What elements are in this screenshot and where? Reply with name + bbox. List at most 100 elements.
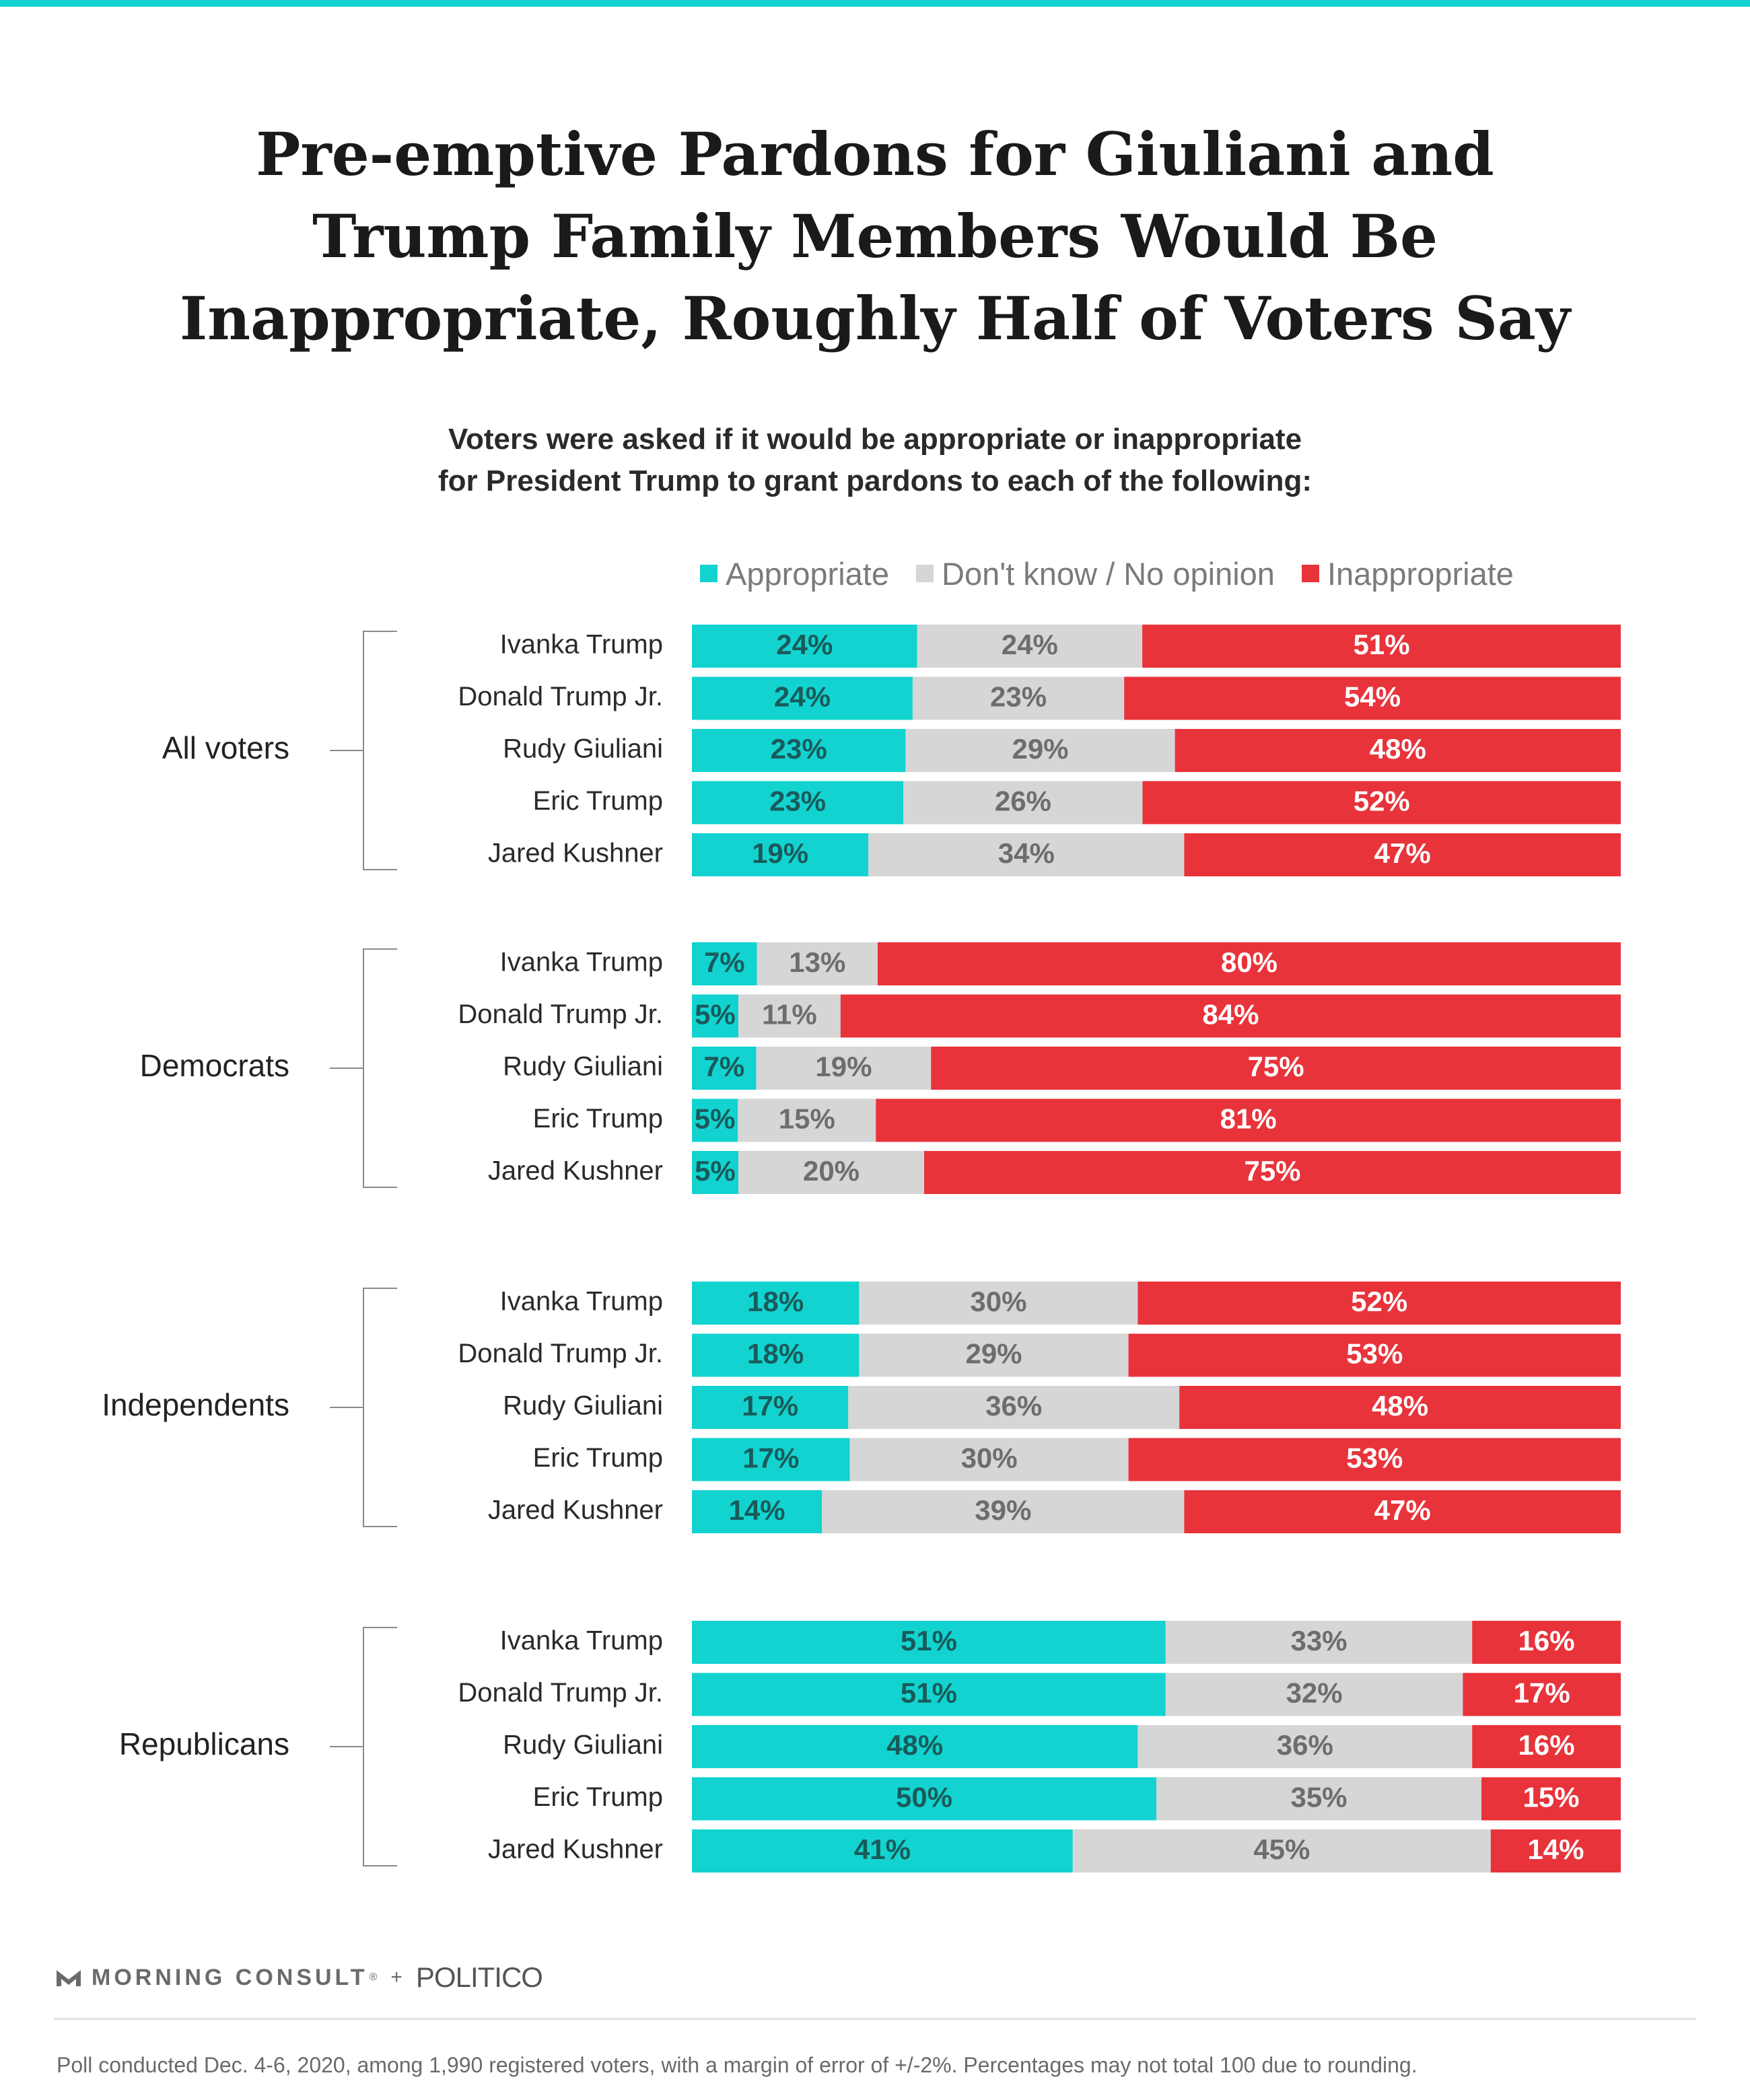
- data-label: 20%: [803, 1155, 860, 1187]
- footer-divider: [54, 2018, 1696, 2020]
- data-label: 75%: [1244, 1155, 1300, 1187]
- morning-consult-logo-icon: [57, 1970, 81, 1986]
- row-label: Donald Trump Jr.: [458, 1339, 663, 1368]
- data-label: 17%: [742, 1442, 799, 1474]
- chart-title: Pre-emptive Pardons for Giuliani and Tru…: [135, 113, 1615, 359]
- data-label: 32%: [1286, 1677, 1343, 1709]
- legend-swatch-appropriate: [700, 565, 718, 582]
- bar-segment-appropriate: [692, 1490, 823, 1533]
- bar-segment-appropriate: [692, 942, 757, 985]
- data-label: 30%: [970, 1286, 1026, 1317]
- bar-segment-appropriate: [692, 1829, 1073, 1873]
- bar-segment-dont-know: [848, 1386, 1180, 1429]
- morning-consult-wordmark: MORNING CONSULT: [92, 1964, 368, 1990]
- data-label: 16%: [1518, 1729, 1575, 1761]
- data-label: 53%: [1346, 1338, 1403, 1370]
- subtitle-line: Voters were asked if it would be appropr…: [448, 423, 1302, 456]
- data-label: 36%: [1277, 1729, 1333, 1761]
- bar-segment-dont-know: [849, 1438, 1129, 1481]
- data-label: 11%: [762, 999, 817, 1030]
- bar-segment-inappropriate: [1490, 1829, 1621, 1873]
- data-label: 24%: [774, 681, 831, 713]
- group-label: Republicans: [119, 1726, 289, 1761]
- group-bracket: [330, 948, 397, 1188]
- bar-segment-dont-know: [905, 729, 1175, 772]
- bar-segment-appropriate: [692, 994, 738, 1038]
- top-accent-bar: [0, 0, 1750, 7]
- bar-segment-inappropriate: [1142, 625, 1621, 668]
- bar-segment-dont-know: [738, 1098, 876, 1142]
- data-label: 48%: [1370, 733, 1426, 765]
- title-line: Pre-emptive Pardons for Giuliani and: [256, 119, 1494, 189]
- row-label: Rudy Giuliani: [503, 1730, 663, 1760]
- row-label: Rudy Giuliani: [503, 1391, 663, 1421]
- row-label: Jared Kushner: [488, 1496, 663, 1525]
- bar-segment-appropriate: [692, 1386, 849, 1429]
- bar-segment-dont-know: [756, 1047, 932, 1090]
- bar-segment-inappropriate: [1128, 1438, 1621, 1481]
- data-label: 7%: [704, 946, 745, 978]
- bar-segment-inappropriate: [840, 994, 1621, 1038]
- chart-legend: Appropriate Don't know / No opinion Inap…: [700, 553, 1541, 594]
- row-label: Eric Trump: [533, 1443, 663, 1473]
- data-label: 5%: [695, 1103, 736, 1135]
- bar-segment-dont-know: [738, 994, 841, 1038]
- group-label: Independents: [102, 1387, 289, 1422]
- bar-segment-dont-know: [1165, 1673, 1463, 1716]
- bar-segment-inappropriate: [931, 1047, 1621, 1090]
- data-label: 52%: [1354, 785, 1410, 817]
- row-label: Jared Kushner: [488, 839, 663, 868]
- bar-segment-dont-know: [917, 625, 1143, 668]
- bar-segment-dont-know: [1156, 1777, 1481, 1821]
- data-label: 29%: [965, 1338, 1022, 1370]
- data-label: 84%: [1202, 999, 1259, 1030]
- bar-segment-appropriate: [692, 1047, 757, 1090]
- legend-item-inappropriate: Inappropriate: [1301, 555, 1514, 592]
- subtitle-line: for President Trump to grant pardons to …: [438, 464, 1312, 497]
- row-label: Jared Kushner: [488, 1835, 663, 1864]
- bar-segment-dont-know: [903, 781, 1143, 825]
- group-bracket: [330, 631, 397, 870]
- bar-segment-dont-know: [868, 833, 1185, 876]
- row-label: Eric Trump: [533, 786, 663, 816]
- bar-segment-dont-know: [859, 1333, 1129, 1377]
- bar-segment-inappropriate: [1472, 1725, 1621, 1768]
- bar-segment-appropriate: [692, 1621, 1166, 1664]
- data-label: 34%: [998, 837, 1055, 869]
- bar-segment-appropriate: [692, 781, 904, 825]
- data-label: 51%: [1354, 629, 1410, 660]
- data-label: 23%: [769, 785, 826, 817]
- data-label: 19%: [815, 1051, 872, 1082]
- bar-segment-appropriate: [692, 625, 917, 668]
- chart-subtitle: Voters were asked if it would be appropr…: [202, 419, 1548, 502]
- bar-segment-inappropriate: [1175, 729, 1621, 772]
- data-label: 30%: [961, 1442, 1018, 1474]
- title-line: Inappropriate, Roughly Half of Voters Sa…: [179, 283, 1571, 353]
- data-label: 54%: [1344, 681, 1401, 713]
- row-label: Jared Kushner: [488, 1156, 663, 1186]
- footnote: Poll conducted Dec. 4-6, 2020, among 1,9…: [57, 2053, 1418, 2077]
- data-label: 81%: [1220, 1103, 1277, 1135]
- row-label: Eric Trump: [533, 1104, 663, 1133]
- data-label: 24%: [776, 629, 833, 660]
- politico-wordmark: POLITICO: [415, 1961, 543, 1993]
- data-label: 47%: [1374, 837, 1431, 869]
- data-label: 15%: [779, 1103, 835, 1135]
- data-label: 45%: [1253, 1833, 1310, 1865]
- data-label: 23%: [771, 733, 827, 765]
- bar-segment-inappropriate: [1124, 676, 1621, 720]
- data-label: 18%: [747, 1286, 804, 1317]
- data-label: 51%: [901, 1625, 957, 1656]
- bar-segment-inappropriate: [878, 942, 1621, 985]
- bar-segment-appropriate: [692, 1333, 860, 1377]
- row-label: Ivanka Trump: [500, 948, 663, 977]
- data-label: 23%: [990, 681, 1047, 713]
- row-label: Ivanka Trump: [500, 1626, 663, 1656]
- bar-segment-inappropriate: [1481, 1777, 1621, 1821]
- group-label: All voters: [162, 730, 289, 765]
- data-label: 19%: [752, 837, 808, 869]
- row-label: Rudy Giuliani: [503, 734, 663, 764]
- data-label: 48%: [1372, 1390, 1428, 1422]
- row-label: Ivanka Trump: [500, 630, 663, 660]
- row-label: Donald Trump Jr.: [458, 1000, 663, 1029]
